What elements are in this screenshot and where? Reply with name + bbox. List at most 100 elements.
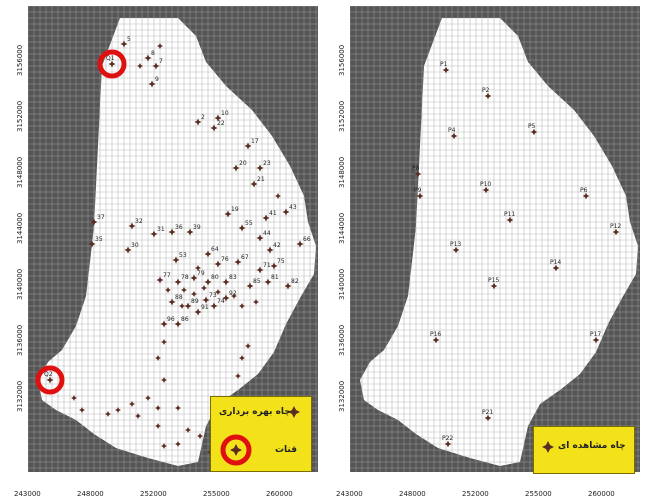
pumping-well — [150, 230, 158, 238]
qanat-q1 — [97, 49, 127, 79]
pumping-well-number: 82 — [291, 278, 299, 285]
pumping-well-number: 5 — [127, 36, 131, 43]
pumping-well-number: 10 — [221, 110, 229, 117]
pumping-well-number: 77 — [163, 272, 171, 279]
pumping-well — [79, 407, 85, 413]
pumping-well — [270, 262, 278, 270]
observation-well — [530, 128, 538, 136]
pumping-well — [184, 302, 192, 310]
pumping-well — [296, 240, 304, 248]
observation-well — [612, 228, 620, 236]
pumping-well-number: 80 — [211, 274, 219, 281]
observation-well-label: P1 — [440, 61, 448, 68]
pumping-well-number: 2 — [201, 114, 205, 121]
pumping-well-number: 36 — [175, 224, 183, 231]
qanat-q1-label: Q1 — [106, 55, 115, 62]
pumping-well — [155, 355, 161, 361]
pumping-well-number: 75 — [277, 258, 285, 265]
qanat-q2 — [35, 365, 65, 395]
observation-well-label: P4 — [448, 127, 456, 134]
pumping-well — [264, 278, 272, 286]
pumping-well — [175, 405, 181, 411]
pumping-well-number: 67 — [241, 254, 249, 261]
observation-well — [444, 440, 452, 448]
pumping-well — [156, 276, 164, 284]
qanat-q2-well — [46, 376, 54, 384]
pumping-well — [168, 298, 176, 306]
pumping-well — [239, 355, 245, 361]
pumping-well — [282, 208, 290, 216]
pumping-well-number: 76 — [221, 256, 229, 263]
pumping-well-number: 96 — [167, 316, 175, 323]
pumping-well-number: 64 — [211, 246, 219, 253]
pumping-well-number: 73 — [209, 292, 217, 299]
pumping-well-number: 74 — [217, 298, 225, 305]
observation-well-label: P16 — [430, 331, 441, 338]
right-legend: چاه مشاهده ای — [533, 426, 635, 474]
observation-well-label: P21 — [482, 409, 493, 416]
pumping-well — [128, 222, 136, 230]
pumping-well-label: چاه بهره برداری — [219, 407, 291, 417]
pumping-well — [256, 234, 264, 242]
x-tick-label: 243000 — [336, 490, 363, 498]
pumping-well-number: 30 — [131, 242, 139, 249]
pumping-well — [145, 395, 151, 401]
y-tick-label: 3132000 — [16, 380, 24, 412]
pumping-well — [202, 296, 210, 304]
qanat-label: قنات — [275, 445, 297, 455]
pumping-well — [181, 287, 187, 293]
pumping-well — [256, 164, 264, 172]
pumping-well — [197, 433, 203, 439]
right-map-panel: P1 P2 P4 P5 P8 P9 P6 P10 P11 P12 P13 P14 P15 P16 P17 P2… — [350, 6, 640, 472]
observation-well-label: P6 — [580, 187, 588, 194]
pumping-well — [144, 54, 152, 62]
pumping-well-number: 32 — [135, 218, 143, 225]
pumping-well — [234, 258, 242, 266]
pumping-well — [275, 193, 281, 199]
observation-well — [414, 170, 422, 178]
y-tick-label: 3148000 — [16, 156, 24, 188]
pumping-well — [214, 114, 222, 122]
pumping-well-number: 17 — [251, 138, 259, 145]
pumping-well — [161, 339, 167, 345]
pumping-well — [185, 427, 191, 433]
pumping-well — [214, 260, 222, 268]
pumping-well — [174, 278, 182, 286]
pumping-well — [194, 308, 202, 316]
pumping-well-number: 31 — [157, 226, 165, 233]
y-tick-label: 3156000 — [338, 44, 346, 76]
observation-well-label: P14 — [550, 259, 561, 266]
pumping-well-number: 9 — [155, 76, 159, 83]
observation-well — [582, 192, 590, 200]
y-tick-label: 3152000 — [338, 100, 346, 132]
pumping-well — [148, 80, 156, 88]
pumping-well-number: 7 — [159, 58, 163, 65]
pumping-well — [195, 265, 201, 271]
pumping-well — [165, 287, 171, 293]
pumping-well — [191, 291, 197, 297]
pumping-well — [232, 164, 240, 172]
pumping-well — [235, 373, 241, 379]
qanat-icon — [220, 434, 252, 466]
pumping-well — [179, 303, 185, 309]
pumping-well — [71, 395, 77, 401]
pumping-well — [88, 240, 96, 248]
pumping-well — [135, 413, 141, 419]
pumping-well — [155, 405, 161, 411]
pumping-well — [239, 303, 245, 309]
y-tick-label: 3144000 — [338, 212, 346, 244]
pumping-well-number: 8 — [151, 50, 155, 57]
observation-well — [490, 282, 498, 290]
pumping-well — [210, 124, 218, 132]
observation-well — [442, 66, 450, 74]
observation-well — [432, 336, 440, 344]
pumping-well — [238, 224, 246, 232]
pumping-well-number: 92 — [229, 290, 237, 297]
pumping-well-number: 89 — [191, 298, 199, 305]
observation-well — [482, 186, 490, 194]
x-tick-label: 252000 — [140, 490, 167, 498]
x-tick-label: 248000 — [399, 490, 426, 498]
pumping-well-number: 81 — [271, 274, 279, 281]
observation-well-label: P11 — [504, 211, 515, 218]
x-tick-label: 255000 — [203, 490, 230, 498]
